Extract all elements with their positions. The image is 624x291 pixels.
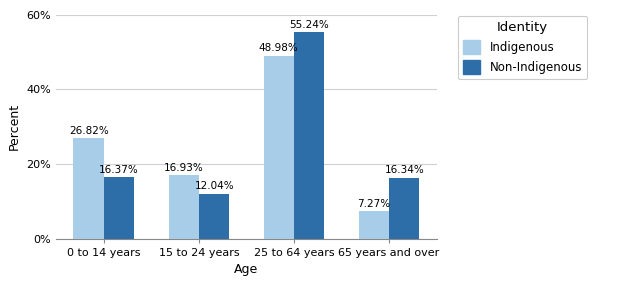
Bar <box>168 175 199 239</box>
X-axis label: Age: Age <box>235 263 258 276</box>
Bar <box>263 56 294 239</box>
Bar <box>359 212 389 239</box>
Bar <box>294 32 324 239</box>
Text: 16.93%: 16.93% <box>164 163 203 173</box>
Text: 55.24%: 55.24% <box>290 20 329 30</box>
Text: 26.82%: 26.82% <box>69 126 109 136</box>
Bar <box>74 139 104 239</box>
Bar <box>104 178 134 239</box>
Y-axis label: Percent: Percent <box>8 103 21 150</box>
Text: 12.04%: 12.04% <box>194 181 234 191</box>
Text: 16.37%: 16.37% <box>99 165 139 175</box>
Text: 7.27%: 7.27% <box>358 199 391 209</box>
Text: 16.34%: 16.34% <box>384 165 424 175</box>
Text: 48.98%: 48.98% <box>259 43 299 54</box>
Legend: Indigenous, Non-Indigenous: Indigenous, Non-Indigenous <box>458 16 587 79</box>
Bar <box>389 178 419 239</box>
Bar <box>199 194 230 239</box>
